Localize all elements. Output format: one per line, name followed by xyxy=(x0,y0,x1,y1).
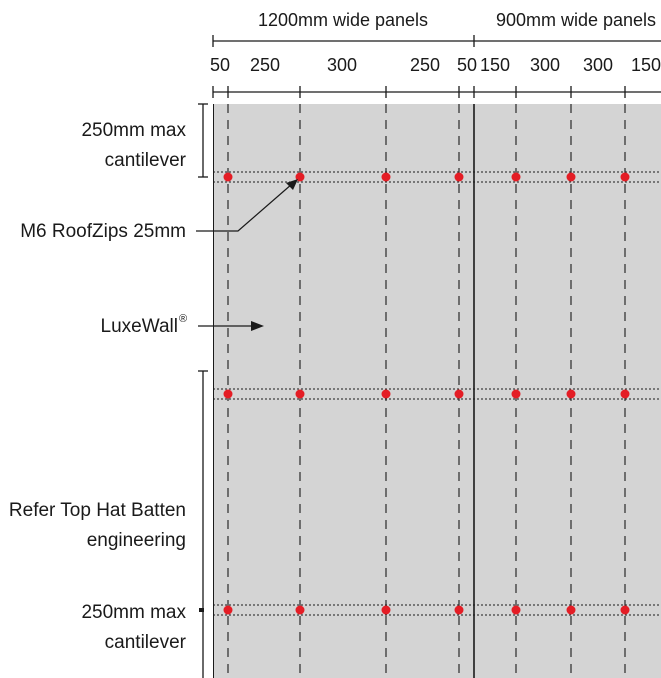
spacing-label: 50 xyxy=(457,55,477,75)
fastener-dot xyxy=(620,389,630,399)
spacing-label: 250 xyxy=(410,55,440,75)
fastener-leader-line xyxy=(196,183,293,232)
fastener-dot xyxy=(295,389,305,399)
bottom-cantilever-label-2: cantilever xyxy=(105,632,187,653)
fastener-dot xyxy=(566,605,576,615)
batten-label-1: Refer Top Hat Batten xyxy=(9,500,186,521)
product-arrowhead xyxy=(251,321,264,331)
fastener-dot xyxy=(454,172,464,182)
spacing-label: 150 xyxy=(480,55,510,75)
fastener-dot xyxy=(566,172,576,182)
batten-label-2: engineering xyxy=(87,530,186,551)
spacing-label: 300 xyxy=(583,55,613,75)
panel-width-dimension xyxy=(212,35,661,47)
fastener-dot xyxy=(223,389,233,399)
header-900-panels: 900mm wide panels xyxy=(496,10,656,30)
spacing-label: 300 xyxy=(530,55,560,75)
spacing-label: 250 xyxy=(250,55,280,75)
fastener-callout-label: M6 RoofZips 25mm xyxy=(20,221,186,242)
fastener-dot xyxy=(223,605,233,615)
fastener-dot xyxy=(511,605,521,615)
header-1200-panels: 1200mm wide panels xyxy=(258,10,428,30)
fastener-dots xyxy=(223,172,630,615)
fastener-dot xyxy=(511,389,521,399)
fastener-dot xyxy=(454,605,464,615)
fastener-dot xyxy=(454,389,464,399)
fastener-dot xyxy=(511,172,521,182)
batten-lines xyxy=(213,171,661,616)
top-cantilever-label-1: 250mm max xyxy=(81,120,186,141)
fastener-dot xyxy=(223,172,233,182)
top-cantilever-bracket xyxy=(198,103,208,178)
spacing-dimension xyxy=(212,86,661,98)
fastener-dot xyxy=(381,389,391,399)
fastener-arrowhead xyxy=(286,179,298,190)
registered-mark: ® xyxy=(179,313,187,325)
wall-panel-area xyxy=(213,104,661,678)
spacing-label: 150 xyxy=(631,55,661,75)
fastener-dot xyxy=(566,389,576,399)
bracket-midpoint-marker xyxy=(199,608,204,612)
fastener-dot xyxy=(620,172,630,182)
spacing-label: 50 xyxy=(210,55,230,75)
bottom-cantilever-label-1: 250mm max xyxy=(81,602,186,623)
spacing-label: 300 xyxy=(327,55,357,75)
top-cantilever-label-2: cantilever xyxy=(105,150,187,171)
fastener-dot xyxy=(295,605,305,615)
fastener-dot xyxy=(620,605,630,615)
fastener-dot xyxy=(381,172,391,182)
fastener-dot xyxy=(381,605,391,615)
batten-span-bracket xyxy=(198,370,208,678)
product-callout-label: LuxeWall xyxy=(101,316,178,337)
